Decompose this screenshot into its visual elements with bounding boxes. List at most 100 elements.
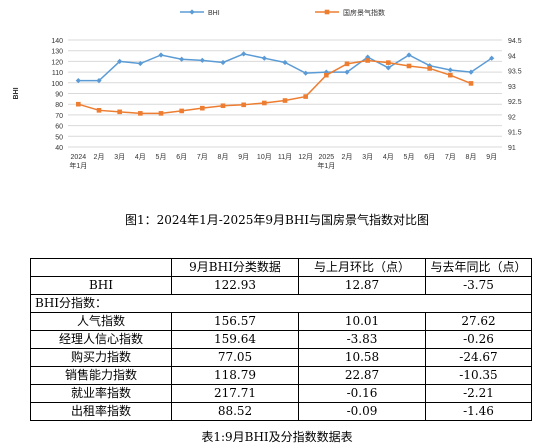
yoy-cell: -0.26: [425, 330, 532, 349]
mom-cell: 10.58: [298, 348, 426, 367]
value-cell: 159.64: [171, 330, 299, 349]
value-cell: 122.93: [171, 276, 299, 295]
row-label: BHI: [30, 276, 172, 295]
table-row-bhi: BHI 122.93 12.87 -3.75: [30, 276, 532, 295]
data-point: [117, 58, 123, 64]
data-point: [282, 59, 288, 66]
data-point: [179, 56, 185, 62]
right-axis-tick-label: 94.5: [508, 38, 522, 45]
mom-cell: -3.83: [298, 330, 426, 349]
right-axis-tick-label: 92: [508, 114, 516, 121]
x-axis-tick-label: 年1月: [69, 161, 87, 170]
series-line-housing-index: [78, 59, 472, 115]
bhi-data-table: 9月BHI分类数据 与上月环比（点） 与去年同比（点） BHI 122.93 1…: [30, 258, 532, 421]
legend-label: 国房景气指数: [343, 8, 385, 17]
x-axis-tick-label: 3月: [114, 153, 125, 161]
x-axis-tick-label: 2024: [71, 154, 87, 161]
data-point: [303, 70, 309, 76]
table-header-cell: 与上月环比（点）: [298, 258, 426, 277]
x-axis-tick-label: 11月: [278, 153, 292, 161]
data-point: [489, 55, 495, 61]
data-point: [365, 58, 370, 63]
data-point: [427, 66, 432, 71]
data-point: [448, 72, 453, 78]
x-axis-tick-label: 4月: [383, 153, 394, 161]
left-axis-tick-label: 50: [55, 134, 63, 141]
data-point: [158, 111, 164, 116]
row-label: 销售能力指数: [30, 366, 172, 385]
data-point: [324, 72, 329, 78]
left-axis-tick-label: 100: [51, 81, 63, 88]
yoy-cell: -24.67: [425, 348, 532, 367]
yoy-cell: -10.35: [425, 366, 532, 385]
yoy-cell: 27.62: [425, 312, 532, 331]
value-cell: 88.52: [171, 402, 299, 421]
row-label: 购买力指数: [30, 348, 172, 367]
table-row: 人气指数 156.57 10.01 27.62: [30, 312, 532, 331]
data-point: [262, 100, 267, 106]
x-axis-tick-label: 9月: [238, 153, 249, 161]
x-axis-tick-label: 年1月: [317, 161, 335, 170]
data-point: [365, 54, 371, 60]
data-point: [75, 78, 81, 84]
table-row: 销售能力指数 118.79 22.87 -10.35: [30, 366, 532, 385]
x-axis-tick-label: 2025: [319, 154, 335, 161]
data-point: [200, 105, 205, 111]
x-axis-tick-label: 3月: [362, 153, 373, 161]
mom-cell: 12.87: [298, 276, 426, 295]
data-point: [96, 108, 102, 113]
value-cell: 217.71: [171, 384, 299, 403]
left-axis-tick-label: 140: [51, 38, 63, 45]
table-row: 出租率指数 88.52 -0.09 -1.46: [30, 402, 532, 421]
data-point: [406, 63, 412, 69]
left-axis-label: BHI: [13, 87, 20, 99]
table-header-row: 9月BHI分类数据 与上月环比（点） 与去年同比（点）: [30, 258, 532, 277]
table-row: 经理人信心指数 159.64 -3.83 -0.26: [30, 330, 532, 349]
data-point: [344, 69, 350, 75]
right-axis-tick-label: 91.5: [508, 130, 522, 137]
x-axis-tick-label: 4月: [135, 153, 146, 161]
x-axis-tick-label: 9月: [486, 153, 497, 161]
left-axis-tick-label: 130: [51, 49, 63, 56]
x-axis-tick-label: 8月: [466, 153, 477, 161]
value-cell: 156.57: [171, 312, 299, 331]
yoy-cell: -1.46: [425, 402, 532, 421]
mom-cell: -0.09: [298, 402, 426, 421]
left-axis-tick-label: 80: [55, 102, 63, 109]
data-point: [261, 55, 267, 61]
data-point: [344, 61, 350, 67]
data-point: [199, 57, 205, 63]
chart-svg: 40 50 60 70 80 90 100 110 120 130 140 91 91.5 92 92.5 9…: [13, 8, 522, 170]
mom-cell: 10.01: [298, 312, 426, 331]
x-axis-tick-label: 2月: [94, 153, 105, 161]
row-label: 人气指数: [30, 312, 172, 331]
data-point: [303, 94, 308, 99]
figure-caption: 图1：2024年1月-2025年9月BHI与国房景气指数对比图: [124, 213, 430, 227]
right-axis-tick-label: 91: [508, 145, 516, 152]
data-point: [385, 65, 391, 71]
value-cell: 77.05: [171, 348, 299, 367]
left-axis-tick-label: 40: [55, 145, 63, 152]
left-axis-tick-label: 90: [55, 92, 63, 99]
table-header-cell: 9月BHI分类数据: [171, 258, 299, 277]
data-point: [117, 109, 122, 115]
data-point: [468, 69, 474, 75]
row-label: 出租率指数: [30, 402, 172, 421]
legend-marker: [189, 9, 195, 15]
table-row: 购买力指数 77.05 10.58 -24.67: [30, 348, 532, 367]
data-point: [241, 102, 246, 108]
bhi-comparison-chart: 40 50 60 70 80 90 100 110 120 130 140 91 91.5 92 92.5 9…: [0, 0, 554, 210]
legend-label: BHI: [208, 10, 220, 17]
data-point: [220, 59, 226, 66]
legend-marker: [324, 9, 330, 15]
row-label: 就业率指数: [30, 384, 172, 403]
data-point: [282, 98, 288, 103]
right-axis-tick-label: 93.5: [508, 69, 522, 76]
right-axis-tick-label: 92.5: [508, 99, 522, 106]
table-header-cell: 与去年同比（点）: [425, 258, 532, 277]
x-axis-tick-label: 7月: [445, 153, 456, 161]
yoy-cell: -2.21: [425, 384, 532, 403]
data-point: [96, 78, 102, 84]
data-point: [406, 52, 412, 58]
table-section-row: BHI分指数：: [30, 294, 532, 313]
